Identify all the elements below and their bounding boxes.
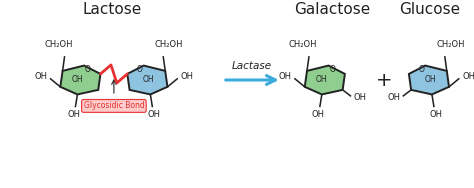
Text: OH: OH <box>34 72 47 81</box>
Text: Glycosidic Bond: Glycosidic Bond <box>83 101 144 110</box>
Text: Lactase: Lactase <box>232 61 272 71</box>
Text: Lactose: Lactose <box>83 2 142 17</box>
Text: OH: OH <box>425 75 436 84</box>
Text: Glucose: Glucose <box>400 2 461 17</box>
Text: OH: OH <box>148 110 161 119</box>
Text: O: O <box>85 65 91 74</box>
Text: OH: OH <box>72 75 83 84</box>
Polygon shape <box>60 66 100 94</box>
Text: OH: OH <box>143 75 155 84</box>
Text: CH₂OH: CH₂OH <box>45 40 73 49</box>
Text: O: O <box>419 65 424 74</box>
Text: OH: OH <box>429 110 442 119</box>
Polygon shape <box>305 66 345 94</box>
Text: CH₂OH: CH₂OH <box>155 40 183 49</box>
Text: CH₂OH: CH₂OH <box>289 40 317 49</box>
Text: OH: OH <box>67 110 80 119</box>
Text: O: O <box>137 65 143 74</box>
Text: OH: OH <box>316 75 328 84</box>
Polygon shape <box>409 66 449 94</box>
Polygon shape <box>128 66 167 94</box>
Text: OH: OH <box>181 72 193 81</box>
Text: OH: OH <box>462 72 474 81</box>
Text: +: + <box>376 70 392 89</box>
Text: OH: OH <box>311 110 324 119</box>
Text: O: O <box>329 65 335 74</box>
Text: Galactose: Galactose <box>294 2 371 17</box>
Text: OH: OH <box>354 93 367 102</box>
Text: OH: OH <box>279 72 292 81</box>
Text: CH₂OH: CH₂OH <box>437 40 465 49</box>
Text: OH: OH <box>387 93 400 102</box>
